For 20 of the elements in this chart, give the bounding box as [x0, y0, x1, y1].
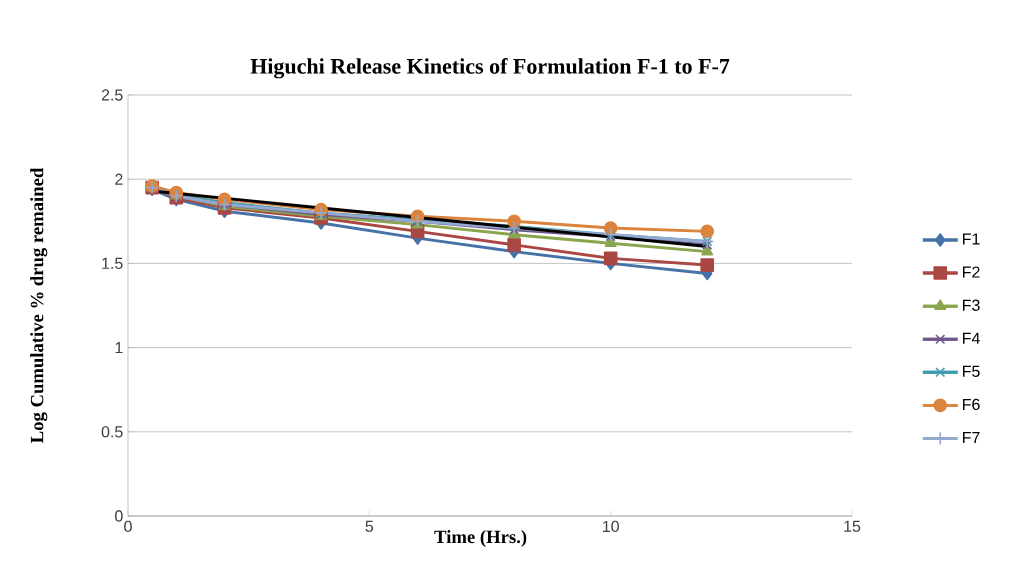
y-tick-label: 0.5	[101, 426, 123, 438]
y-tick-label: 1	[115, 342, 123, 354]
legend-label: F7	[963, 431, 980, 443]
x-tick-label: 15	[844, 520, 861, 532]
legend-label: F5	[963, 365, 980, 377]
y-tick-label: 2.5	[101, 89, 123, 101]
legend-label: F3	[963, 299, 980, 311]
x-axis-title: Time (Hrs.)	[434, 530, 527, 547]
legend-label: F2	[963, 266, 980, 278]
x-tick-label: 5	[365, 520, 374, 532]
chart-title: Higuchi Release Kinetics of Formulation F-1 to F-7	[250, 58, 730, 79]
y-tick-label: 1.5	[102, 257, 123, 269]
x-tick-label: 0	[124, 520, 132, 533]
x-tick-label: 10	[602, 520, 619, 533]
y-tick-label: 2	[115, 173, 123, 185]
y-axis-title: Log Cumulative % drug remained	[30, 167, 48, 443]
legend-label: F4	[963, 332, 980, 344]
legend-label: F6	[963, 398, 980, 411]
legend-label: F1	[963, 233, 980, 245]
y-tick-label: 0	[115, 510, 123, 522]
